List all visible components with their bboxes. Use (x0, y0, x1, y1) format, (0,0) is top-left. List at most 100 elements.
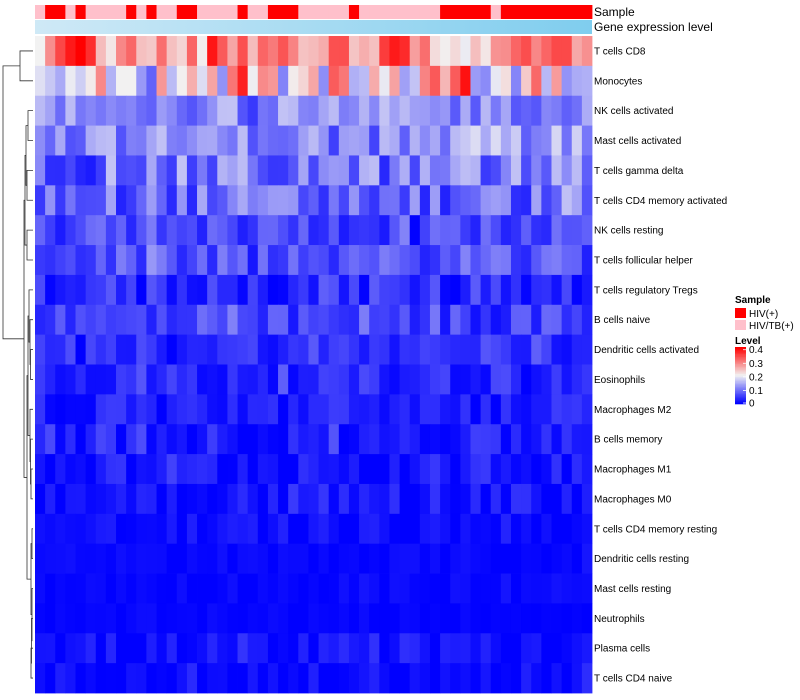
heatmap-cell (561, 65, 573, 97)
heatmap-cell (237, 663, 249, 694)
colorbar-segment (735, 394, 746, 396)
heatmap-cell (35, 364, 46, 395)
heatmap-cell (359, 185, 370, 216)
heatmap-cell (298, 394, 309, 425)
heatmap-cell (551, 274, 563, 306)
heatmap-cell (440, 185, 451, 216)
heatmap-cell (278, 304, 289, 336)
heatmap-cell (288, 573, 299, 604)
heatmap-cell (369, 483, 380, 515)
heatmap-cell (308, 334, 319, 365)
sample-annotation-cell (359, 5, 370, 19)
heatmap-cell (348, 65, 360, 97)
heatmap-cell (207, 364, 218, 395)
heatmap-cell (126, 245, 137, 276)
heatmap-cell (369, 513, 380, 545)
heatmap-cell (207, 274, 218, 306)
heatmap-cell (551, 304, 563, 336)
heatmap-cell (338, 663, 350, 694)
heatmap-cell (470, 573, 481, 604)
heatmap-cell (409, 155, 421, 186)
heatmap-cell (541, 573, 552, 604)
heatmap-cell (267, 36, 279, 67)
sample-annotation-cell (429, 5, 441, 19)
sample-annotation-cell (237, 5, 249, 19)
heatmap-cell (338, 573, 350, 604)
heatmap-cell (156, 573, 168, 604)
heatmap-cell (247, 274, 259, 306)
heatmap-cell (116, 304, 127, 336)
heatmap-cell (510, 155, 522, 186)
heatmap-cell (541, 424, 552, 455)
heatmap-cell (490, 603, 502, 634)
heatmap-cell (146, 603, 157, 634)
heatmap-cell (288, 36, 299, 67)
heatmap-cell (389, 185, 400, 216)
heatmap-cell (480, 274, 492, 306)
heatmap-cell (288, 424, 299, 455)
heatmap-cell (237, 364, 249, 395)
heatmap-cell (409, 454, 421, 485)
heatmap-cell (75, 513, 87, 545)
heatmap-cell (450, 454, 461, 485)
heatmap-cell (126, 454, 137, 485)
dendrogram-branch (26, 169, 33, 201)
legend-item-label: HIV(+) (749, 309, 778, 320)
heatmap-cell (267, 274, 279, 306)
heatmap-cell (510, 215, 522, 246)
heatmap-cell (510, 95, 522, 126)
heatmap-cell (197, 65, 208, 97)
heatmap-cell (298, 424, 309, 455)
heatmap-cell (45, 573, 56, 604)
heatmap-cell (500, 334, 512, 365)
heatmap-cell (318, 513, 330, 545)
heatmap-cell (429, 663, 441, 694)
heatmap-cell (298, 633, 309, 664)
heatmap-cell (207, 215, 218, 246)
heatmap-cell (429, 483, 441, 515)
heatmap-cell (55, 245, 66, 276)
heatmap-cell (116, 543, 127, 574)
heatmap-cell (186, 36, 198, 67)
heatmap-cell (561, 185, 573, 216)
heatmap-cell (105, 663, 117, 694)
heatmap-cell (65, 185, 76, 216)
heatmap-cell (541, 125, 552, 156)
heatmap-cell (257, 603, 269, 634)
heatmap-cell (45, 125, 56, 156)
heatmap-cell (581, 454, 593, 485)
heatmap-cell (510, 633, 522, 664)
heatmap-cell (561, 125, 573, 156)
sample-annotation-cell (126, 5, 137, 19)
heatmap-cell (267, 483, 279, 515)
heatmap-cell (257, 274, 269, 306)
heatmap-cell (521, 573, 532, 604)
sample-annotation-cell (409, 5, 421, 19)
heatmap-cell (541, 454, 552, 485)
heatmap-cell (440, 364, 451, 395)
heatmap-cell (227, 483, 238, 515)
colorbar-segment (735, 389, 746, 392)
heatmap-cell (490, 483, 502, 515)
heatmap-cell (521, 483, 532, 515)
heatmap-cell (521, 454, 532, 485)
heatmap-cell (45, 185, 56, 216)
heatmap-cell (237, 573, 249, 604)
heatmap-cell (328, 304, 340, 336)
heatmap-cell (581, 304, 593, 336)
heatmap-cell (35, 245, 46, 276)
heatmap-cell (126, 424, 137, 455)
heatmap-cell (186, 334, 198, 365)
heatmap-cell (146, 274, 157, 306)
heatmap-cell (257, 125, 269, 156)
heatmap-cell (65, 65, 76, 97)
colorbar-segment (735, 385, 746, 388)
heatmap-cell (85, 245, 97, 276)
heatmap-cell (490, 663, 502, 694)
heatmap-cell (267, 185, 279, 216)
heatmap-cell (217, 274, 228, 306)
heatmap-cell (419, 483, 431, 515)
heatmap-cell (237, 483, 249, 515)
heatmap-cell (35, 633, 46, 664)
